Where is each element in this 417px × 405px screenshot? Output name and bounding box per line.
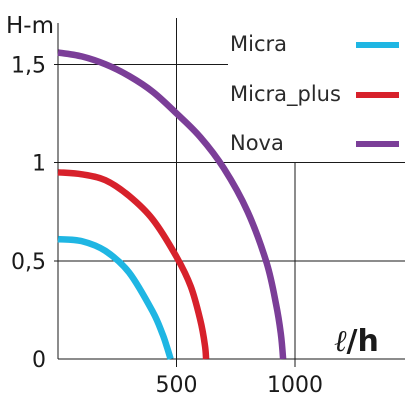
x-axis-unit-symbol: ℓ xyxy=(334,324,347,359)
y-tick-label: 1 xyxy=(32,152,46,177)
series-line-micra xyxy=(57,235,174,360)
series-layer xyxy=(57,49,287,360)
x-tick-label: 500 xyxy=(156,373,198,398)
grid-layer xyxy=(54,18,405,367)
legend: Micra Micra_plus Nova xyxy=(230,32,399,155)
x-axis-unit-suffix: /h xyxy=(347,324,379,359)
y-tick-label: 0,5 xyxy=(11,250,46,275)
legend-label-nova: Nova xyxy=(230,131,284,155)
series-line-micra-plus xyxy=(57,169,210,360)
legend-label-micra-plus: Micra_plus xyxy=(230,82,341,107)
tick-layer: 0 0,5 1 1,5 500 1000 xyxy=(11,53,323,398)
y-axis-title: H-m xyxy=(6,13,54,39)
series-line-nova xyxy=(57,49,287,360)
legend-label-micra: Micra xyxy=(230,32,287,56)
x-axis-unit: ℓ/h xyxy=(334,324,379,359)
x-tick-label: 1000 xyxy=(267,373,323,398)
y-tick-label: 1,5 xyxy=(11,53,46,78)
y-tick-label: 0 xyxy=(32,348,46,373)
